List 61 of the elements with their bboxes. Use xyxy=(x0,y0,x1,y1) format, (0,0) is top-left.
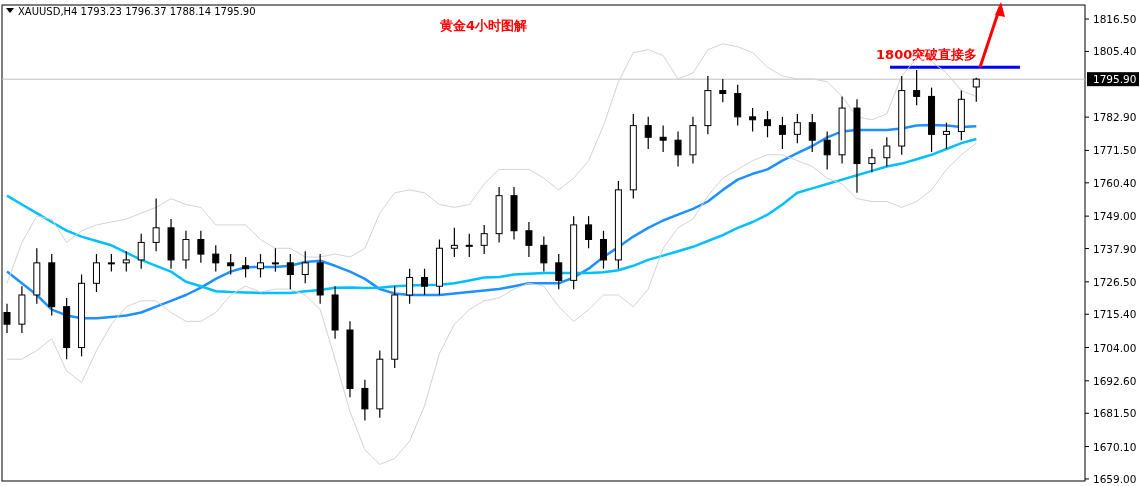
candlestick xyxy=(764,110,772,138)
candlestick xyxy=(644,116,652,150)
line-series xyxy=(6,43,977,284)
line-series xyxy=(6,142,977,465)
candlestick xyxy=(465,233,473,258)
candlestick xyxy=(182,230,190,270)
candlestick xyxy=(480,224,488,255)
candlestick xyxy=(540,235,548,273)
ref-line-label: 1795.90 xyxy=(1093,73,1137,86)
y-tick-label: 1782.90 xyxy=(1093,111,1137,124)
y-tick-label: 1760.40 xyxy=(1093,176,1137,189)
candlestick xyxy=(286,253,294,290)
candlestick xyxy=(734,84,742,127)
line-series xyxy=(5,137,978,295)
y-tick-label: 1737.90 xyxy=(1093,242,1137,255)
candlestick xyxy=(913,69,921,106)
candlestick xyxy=(152,198,160,252)
candlestick xyxy=(257,253,265,279)
candlestick xyxy=(555,253,563,290)
candlestick xyxy=(197,230,205,264)
candlestick xyxy=(883,136,891,168)
candlestick xyxy=(808,113,816,153)
candlestick xyxy=(361,379,369,422)
candlestick xyxy=(227,253,235,276)
candlestick xyxy=(778,116,786,150)
ref-line-label: 1800突破直接多 xyxy=(876,47,978,63)
candlestick xyxy=(749,107,757,133)
y-tick-label: 1715.40 xyxy=(1093,308,1137,321)
candlestick xyxy=(92,253,100,293)
candlestick xyxy=(242,256,250,279)
candlestick xyxy=(972,77,980,103)
y-tick-label: 1704.00 xyxy=(1093,341,1137,354)
text: 黄金4小时图解 xyxy=(439,18,528,33)
candlestick xyxy=(271,247,279,273)
y-tick-label: 1805.40 xyxy=(1093,45,1137,58)
y-tick-label: 1681.50 xyxy=(1093,407,1137,420)
candlestick xyxy=(406,268,414,305)
candlestick xyxy=(301,250,309,284)
candlestick xyxy=(868,148,876,173)
y-tick-label: 1726.50 xyxy=(1093,275,1137,288)
candlestick xyxy=(599,230,607,270)
candlestick xyxy=(212,244,220,273)
y-tick-label: 1771.50 xyxy=(1093,144,1137,157)
candlestick xyxy=(719,78,727,103)
candlestick xyxy=(659,125,667,153)
y-tick-label: 1692.60 xyxy=(1093,374,1137,387)
candlestick xyxy=(793,113,801,144)
candlestick xyxy=(585,215,593,249)
y-tick-label: 1670.10 xyxy=(1093,440,1137,453)
candlestick xyxy=(122,250,130,273)
candlestick xyxy=(137,233,145,270)
y-tick-label: 1659.00 xyxy=(1093,472,1137,485)
candlestick xyxy=(674,130,682,168)
candlestick xyxy=(525,221,533,258)
y-tick-label: 1749.00 xyxy=(1093,210,1137,223)
candlestick xyxy=(823,130,831,171)
y-tick-label: 1816.50 xyxy=(1093,13,1137,26)
chart-subtitle: XAUUSD,H4 1793.23 1796.37 1788.14 1795.90 xyxy=(18,6,256,17)
candlestick xyxy=(942,122,950,150)
candlestick xyxy=(450,227,458,258)
candlestick xyxy=(421,268,429,296)
